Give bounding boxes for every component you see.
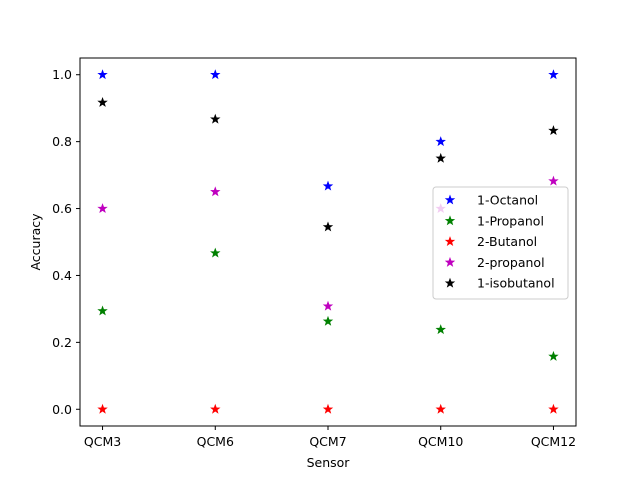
legend-label: 2-propanol xyxy=(477,255,545,270)
legend-marker xyxy=(444,236,456,247)
data-point-2-butanol: 2-Butanol: 0 xyxy=(210,403,221,414)
legend-marker xyxy=(444,215,456,226)
data-point-1-propanol: 1-Propanol: 0.263 xyxy=(322,315,334,326)
legend: 1-Octanol 1-Propanol 2-Butanol 2-propanol 1-… xyxy=(432,186,569,300)
data-point-1-isobutanol: 1-isobutanol: 0.833 xyxy=(548,125,559,136)
data-point-2-butanol: 2-Butanol: 0 xyxy=(548,403,559,414)
data-point-1-isobutanol: 1-isobutanol: 0.867 xyxy=(210,113,221,124)
data-point-1-octanol: 1-Octanol: 1 xyxy=(97,69,108,80)
data-point-1-propanol: 1-Propanol: 0.238 xyxy=(435,324,446,335)
y-tick-label: 0.8 xyxy=(52,134,72,149)
y-tick-label: 0.2 xyxy=(52,335,72,350)
data-point-2-butanol: 2-Butanol: 0 xyxy=(322,403,334,414)
y-tick-label: 0.6 xyxy=(52,201,72,216)
data-point-1-propanol: 1-Propanol: 0.158 xyxy=(548,350,559,361)
x-tick-label: QCM12 xyxy=(531,434,576,449)
data-point-1-octanol: 1-Octanol: 0.667 xyxy=(322,180,334,191)
data-point-1-isobutanol: 1-isobutanol: 0.917 xyxy=(97,97,108,107)
x-axis-label: Sensor xyxy=(307,455,351,470)
x-tick-label: QCM7 xyxy=(309,434,346,449)
legend-label: 1-isobutanol xyxy=(477,276,555,291)
y-tick-label: 1.0 xyxy=(52,67,72,82)
data-point-1-propanol: 1-Propanol: 0.467 xyxy=(210,247,221,258)
legend-frame xyxy=(432,186,569,300)
x-axis: QCM3 QCM6 QCM7 QCM10 QCM12 xyxy=(84,426,576,449)
y-tick-label: 0.4 xyxy=(52,268,72,283)
x-tick-label: QCM10 xyxy=(418,434,463,449)
data-point-2-butanol: 2-Butanol: 0 xyxy=(435,403,446,414)
legend-label: 1-Octanol xyxy=(477,193,538,208)
data-point-2-propanol: 2-propanol: 0.6 xyxy=(97,203,108,213)
legend-marker xyxy=(444,194,456,205)
y-axis-label: Accuracy xyxy=(28,213,43,271)
y-axis: 0.0 0.2 0.4 0.6 0.8 1.0 xyxy=(52,67,80,417)
data-point-1-octanol: 1-Octanol: 1 xyxy=(548,69,559,80)
legend-label: 1-Propanol xyxy=(477,213,544,228)
x-tick-label: QCM6 xyxy=(197,434,234,449)
x-tick-label: QCM3 xyxy=(84,434,121,449)
data-point-1-isobutanol: 1-isobutanol: 0.545 xyxy=(322,221,334,232)
legend-label: 2-Butanol xyxy=(477,234,537,249)
data-point-2-propanol: 2-propanol: 0.682 xyxy=(548,175,559,186)
legend-marker xyxy=(444,256,456,267)
legend-marker xyxy=(444,277,456,288)
data-point-1-octanol: 1-Octanol: 0.8 xyxy=(435,136,446,147)
data-point-1-propanol: 1-Propanol: 0.294 xyxy=(97,305,108,316)
data-point-1-isobutanol: 1-isobutanol: 0.75 xyxy=(435,152,446,163)
data-point-2-propanol: 2-propanol: 0.308 xyxy=(322,300,334,311)
y-tick-label: 0.0 xyxy=(52,402,72,417)
data-point-2-propanol: 2-propanol: 0.65 xyxy=(210,186,221,197)
data-point-2-butanol: 2-Butanol: 0 xyxy=(97,403,108,414)
data-point-1-octanol: 1-Octanol: 1 xyxy=(210,69,221,80)
